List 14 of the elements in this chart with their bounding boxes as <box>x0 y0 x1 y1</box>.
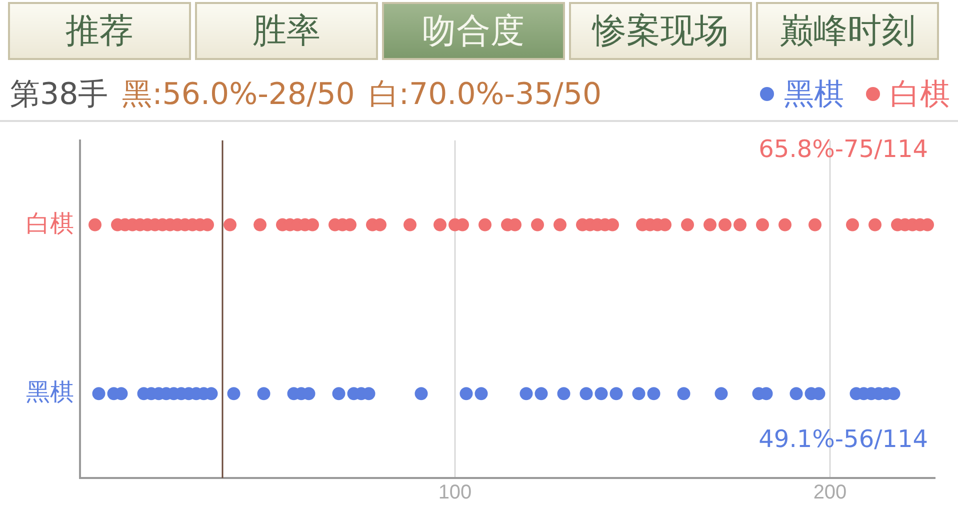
text: 推荐 <box>8 2 191 60</box>
x-tick-label: 100 <box>438 482 472 504</box>
legend-label: 黑棋 <box>784 76 844 114</box>
annotation: 65.8%-75/114 <box>758 135 928 163</box>
text: 巅峰时刻 <box>756 2 939 60</box>
x-tick-label: 200 <box>813 482 847 504</box>
text: 胜率 <box>195 2 378 60</box>
text: 惨案现场 <box>569 2 752 60</box>
text: 黑:56.0%-28/50 <box>122 76 355 114</box>
text: 白:70.0%-35/50 <box>368 76 602 114</box>
text: 吻合度 <box>382 2 565 60</box>
legend-label: 白棋 <box>890 76 950 114</box>
text: 第38手 <box>10 76 108 114</box>
annotation: 49.1%-56/114 <box>758 425 928 453</box>
